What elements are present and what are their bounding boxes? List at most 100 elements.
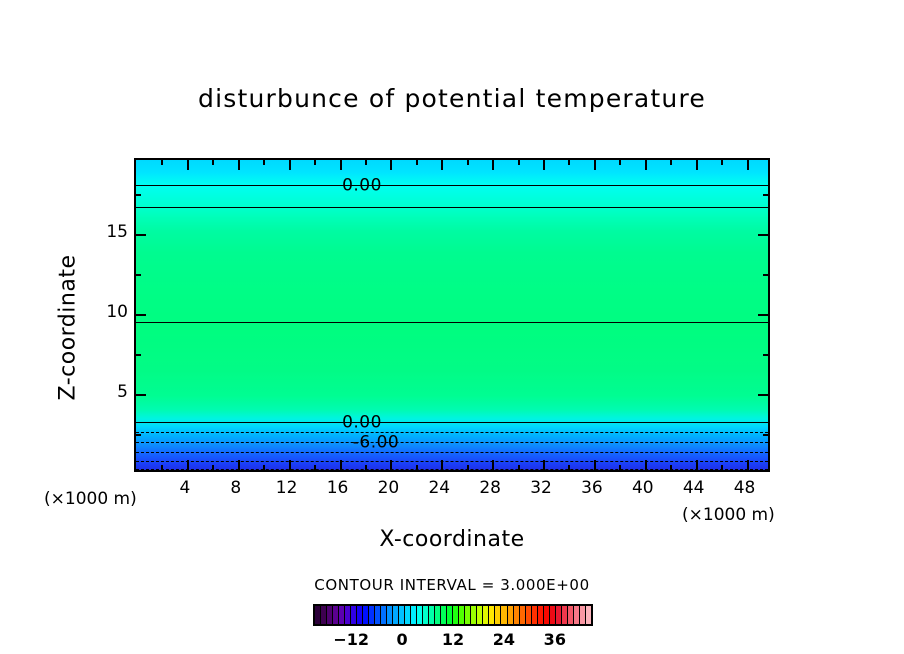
axis-tick (466, 465, 469, 470)
x-tick-label: 32 (530, 478, 552, 498)
axis-tick (136, 393, 146, 396)
x-tick-label: 28 (479, 478, 501, 498)
axis-tick (670, 465, 673, 470)
colorbar-cell (525, 606, 532, 624)
colorbar-cell (489, 606, 496, 624)
axis-tick (314, 160, 317, 165)
contour-line (136, 442, 768, 443)
colorbar-cell (375, 606, 382, 624)
colorbar-cell (363, 606, 370, 624)
x-tick-label: 16 (326, 478, 349, 498)
axis-tick (136, 273, 141, 276)
colorbar-cell (579, 606, 586, 624)
axis-tick (543, 160, 546, 170)
axis-tick (415, 465, 418, 470)
contour-line (136, 207, 768, 208)
contour-interval-caption: CONTOUR INTERVAL = 3.000E+00 (314, 576, 590, 594)
colorbar-cell (501, 606, 508, 624)
colorbar-cell (405, 606, 412, 624)
x-tick-label: 48 (733, 478, 756, 498)
x-axis-title: X-coordinate (379, 527, 525, 552)
colorbar-cell (357, 606, 364, 624)
axis-tick (288, 160, 291, 170)
y-tick-label: 10 (106, 301, 128, 322)
colorbar-tick-label: 36 (543, 630, 566, 649)
colorbar-tick-label: 0 (396, 630, 408, 649)
axis-tick (543, 460, 546, 470)
colorbar-cell (387, 606, 394, 624)
axis-tick (492, 160, 495, 170)
x-tick-label: 8 (230, 478, 242, 498)
axis-tick (758, 393, 768, 396)
axis-tick (695, 460, 698, 470)
colorbar-cell (531, 606, 538, 624)
axis-tick (390, 460, 393, 470)
colorbar-cell (573, 606, 580, 624)
colorbar-cell (411, 606, 418, 624)
axis-tick (339, 160, 342, 170)
y-tick-label: 15 (106, 221, 128, 242)
colorbar-cell (507, 606, 514, 624)
axis-tick (758, 313, 768, 316)
colorbar-cell (333, 606, 340, 624)
axis-tick (263, 160, 266, 165)
colorbar (313, 604, 593, 626)
colorbar-cell (393, 606, 400, 624)
axis-tick (364, 465, 367, 470)
colorbar-cell (315, 606, 322, 624)
x-tick-label: 24 (428, 478, 451, 498)
colorbar-cell (447, 606, 454, 624)
contour-line (136, 322, 768, 323)
contour-line (136, 432, 768, 433)
axis-tick (136, 353, 141, 356)
colorbar-cell (537, 606, 544, 624)
colorbar-cell (543, 606, 550, 624)
x-tick-label: 20 (377, 478, 400, 498)
axis-tick (136, 193, 141, 196)
colorbar-cell (417, 606, 424, 624)
axis-tick (390, 160, 393, 170)
axis-tick (763, 273, 768, 276)
colorbar-cell (519, 606, 526, 624)
axis-tick (441, 460, 444, 470)
colorbar-cell (327, 606, 334, 624)
axis-tick (568, 465, 571, 470)
colorbar-color-strip (315, 606, 591, 624)
colorbar-cell (555, 606, 562, 624)
colorbar-cell (567, 606, 574, 624)
x-tick-label: 40 (631, 478, 654, 498)
axis-tick (339, 460, 342, 470)
axis-tick (136, 433, 141, 436)
contour-plot-area: 0.00 0.00 -6.00 (134, 158, 770, 472)
axis-tick (136, 233, 146, 236)
axis-tick (644, 460, 647, 470)
axis-tick (593, 460, 596, 470)
axis-tick (136, 313, 146, 316)
axis-tick (186, 160, 189, 170)
colorbar-cell (453, 606, 460, 624)
contour-line (136, 461, 768, 462)
x-tick-label: 44 (682, 478, 705, 498)
axis-tick (212, 160, 215, 165)
colorbar-cell (345, 606, 352, 624)
axis-tick (212, 465, 215, 470)
axis-tick (288, 460, 291, 470)
colorbar-cell (423, 606, 430, 624)
colorbar-cell (351, 606, 358, 624)
colorbar-cell (513, 606, 520, 624)
axis-tick (695, 160, 698, 170)
axis-tick (517, 160, 520, 165)
y-tick-label: 5 (117, 381, 128, 402)
colorbar-cell (471, 606, 478, 624)
axis-tick (415, 160, 418, 165)
axis-tick (619, 465, 622, 470)
axis-tick (593, 160, 596, 170)
colorbar-cell (561, 606, 568, 624)
contour-line (136, 452, 768, 453)
contour-line (136, 422, 768, 423)
axis-tick (763, 193, 768, 196)
colorbar-cell (339, 606, 346, 624)
axis-tick (161, 465, 164, 470)
axis-tick (237, 160, 240, 170)
colorbar-cell (441, 606, 448, 624)
